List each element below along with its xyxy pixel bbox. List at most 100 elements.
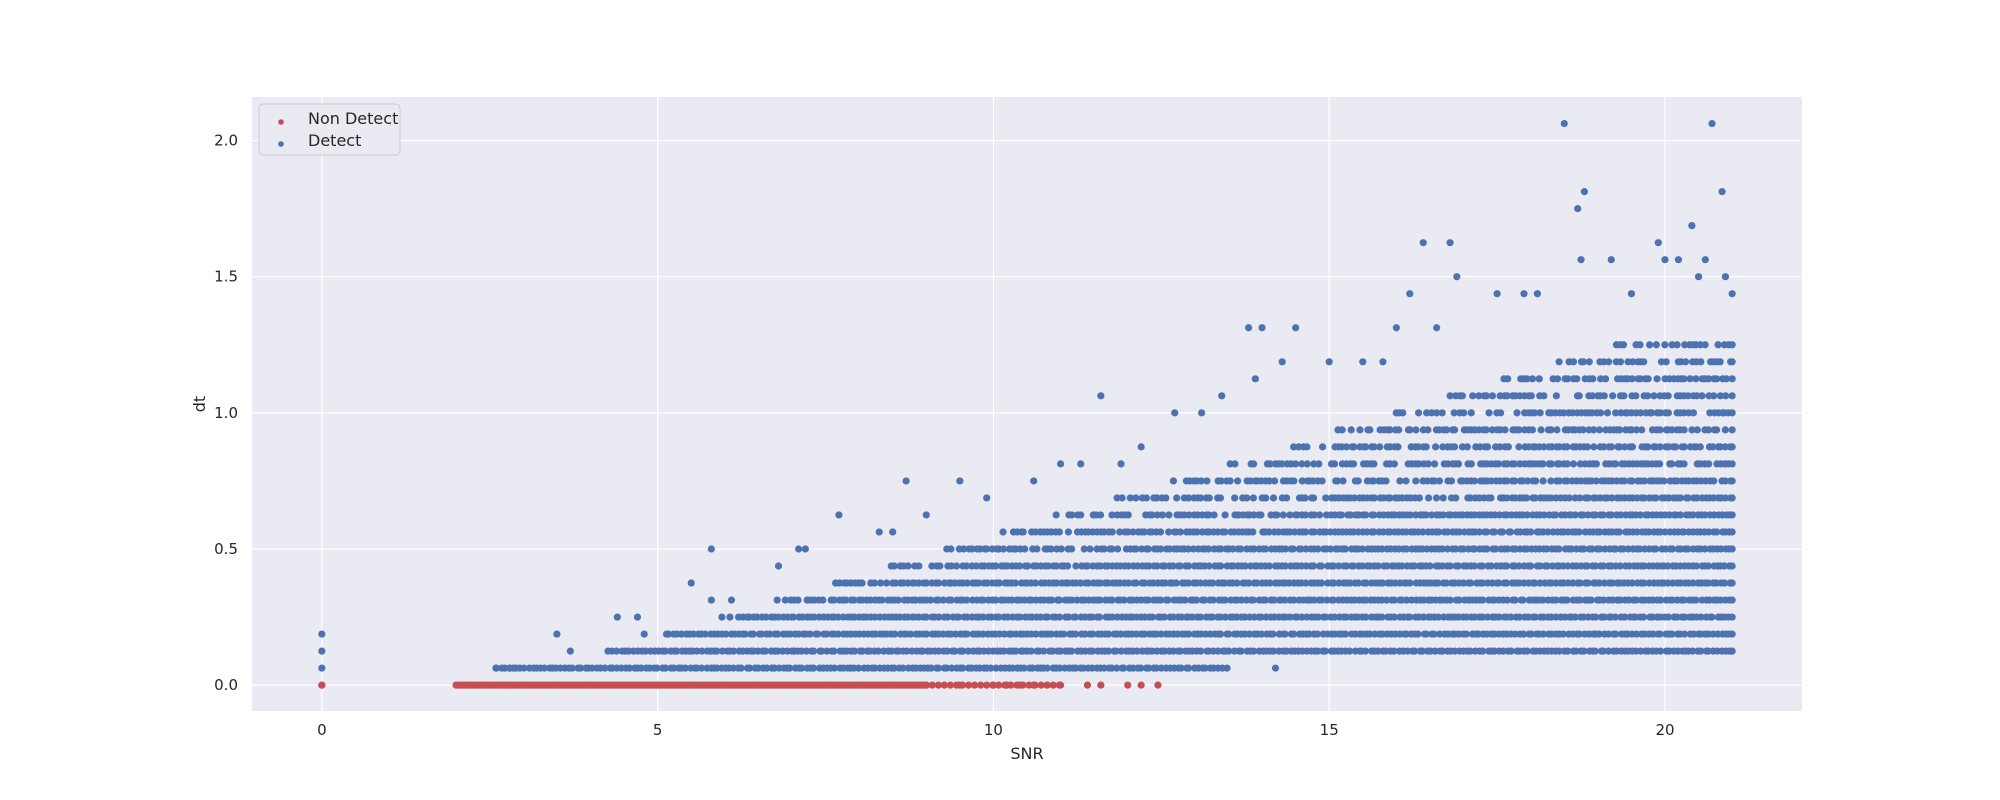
data-point-detect xyxy=(1708,613,1716,621)
y-tick-label: 0.5 xyxy=(214,540,238,558)
data-point-detect xyxy=(1446,392,1454,400)
data-point-detect xyxy=(795,545,803,553)
data-point-detect xyxy=(1221,528,1229,536)
data-point-detect xyxy=(1225,647,1233,655)
data-point-detect xyxy=(1503,477,1511,485)
data-point-detect xyxy=(1250,460,1258,468)
data-point-detect xyxy=(318,630,326,638)
data-point-detect xyxy=(1692,375,1700,383)
data-point-detect xyxy=(1589,375,1597,383)
data-point-detect xyxy=(1645,341,1654,349)
data-point-detect xyxy=(1718,188,1726,196)
data-point-detect xyxy=(1333,477,1342,485)
data-point-detect xyxy=(1681,613,1689,621)
data-point-detect xyxy=(1519,630,1528,638)
data-point-detect xyxy=(1221,613,1230,621)
data-point-detect xyxy=(1314,545,1322,553)
data-point-detect xyxy=(1652,494,1660,502)
y-tick-label: 0.0 xyxy=(214,676,238,694)
data-point-detect xyxy=(601,664,609,672)
data-point-detect xyxy=(1314,647,1322,655)
data-point-detect xyxy=(1446,239,1454,247)
data-point-detect xyxy=(947,545,955,553)
data-point-detect xyxy=(1721,477,1729,485)
data-point-detect xyxy=(1349,460,1358,468)
legend-label-detect: Detect xyxy=(308,131,361,150)
data-point-detect xyxy=(1185,562,1193,570)
data-point-detect xyxy=(1313,630,1322,638)
data-point-detect xyxy=(959,664,967,672)
data-point-detect xyxy=(964,647,972,655)
data-point-detect xyxy=(1028,664,1037,672)
data-point-detect xyxy=(1681,358,1690,366)
data-point-detect xyxy=(1680,443,1688,451)
data-points xyxy=(318,119,1736,689)
data-point-detect xyxy=(839,613,847,621)
data-point-detect xyxy=(1523,647,1531,655)
data-point-detect xyxy=(1478,562,1487,570)
data-point-detect xyxy=(1117,460,1125,468)
data-point-detect xyxy=(834,613,842,621)
data-point-non-detect xyxy=(465,681,474,689)
data-point-detect xyxy=(1072,562,1080,570)
data-point-detect xyxy=(1329,562,1338,570)
data-point-detect xyxy=(1587,596,1595,604)
data-point-detect xyxy=(1693,426,1701,434)
data-point-detect xyxy=(1221,511,1229,519)
data-point-non-detect xyxy=(940,681,948,689)
data-point-detect xyxy=(1414,630,1422,638)
data-point-non-detect xyxy=(1049,681,1057,689)
data-point-detect xyxy=(730,647,738,655)
data-point-detect xyxy=(851,647,859,655)
data-point-detect xyxy=(576,664,585,672)
data-point-detect xyxy=(1588,392,1596,400)
data-point-detect xyxy=(1728,460,1736,468)
data-point-detect xyxy=(1241,562,1249,570)
data-point-detect xyxy=(1487,494,1495,502)
data-point-detect xyxy=(1463,443,1471,451)
data-point-detect xyxy=(1290,596,1298,604)
data-point-detect xyxy=(1511,630,1519,638)
data-point-detect xyxy=(1330,460,1339,468)
data-point-detect xyxy=(858,647,866,655)
data-point-detect xyxy=(1438,409,1446,417)
data-point-detect xyxy=(904,562,912,570)
data-point-detect xyxy=(1071,630,1080,638)
data-point-detect xyxy=(1722,375,1730,383)
data-point-detect xyxy=(835,511,843,519)
data-point-detect xyxy=(1523,511,1531,519)
data-point-detect xyxy=(1563,596,1571,604)
data-point-non-detect xyxy=(964,681,973,689)
data-point-detect xyxy=(943,613,952,621)
data-point-detect xyxy=(1547,426,1555,434)
data-point-detect xyxy=(1490,528,1499,536)
data-point-detect xyxy=(1664,409,1672,417)
data-point-detect xyxy=(1575,528,1583,536)
data-point-detect xyxy=(1129,528,1137,536)
data-point-detect xyxy=(1484,443,1492,451)
data-point-detect xyxy=(1433,324,1441,332)
data-point-detect xyxy=(1341,545,1350,553)
data-point-detect xyxy=(1470,562,1479,570)
data-point-detect xyxy=(1574,205,1582,213)
data-point-detect xyxy=(1552,392,1560,400)
data-point-detect xyxy=(979,613,987,621)
data-point-detect xyxy=(1418,647,1427,655)
data-point-detect xyxy=(1668,426,1676,434)
data-point-detect xyxy=(1315,511,1324,519)
data-point-detect xyxy=(1728,443,1736,451)
data-point-detect xyxy=(1728,392,1736,400)
data-point-detect xyxy=(1027,647,1035,655)
data-point-detect xyxy=(1144,596,1152,604)
data-point-detect xyxy=(1097,392,1105,400)
data-point-detect xyxy=(1513,409,1521,417)
data-point-detect xyxy=(1664,562,1672,570)
data-point-detect xyxy=(1596,545,1604,553)
data-point-detect xyxy=(1370,443,1378,451)
data-point-detect xyxy=(1118,494,1126,502)
data-point-detect xyxy=(1454,460,1463,468)
data-point-detect xyxy=(1047,630,1055,638)
data-point-detect xyxy=(1495,579,1503,587)
data-point-detect xyxy=(1262,494,1270,502)
data-point-detect xyxy=(698,647,706,655)
